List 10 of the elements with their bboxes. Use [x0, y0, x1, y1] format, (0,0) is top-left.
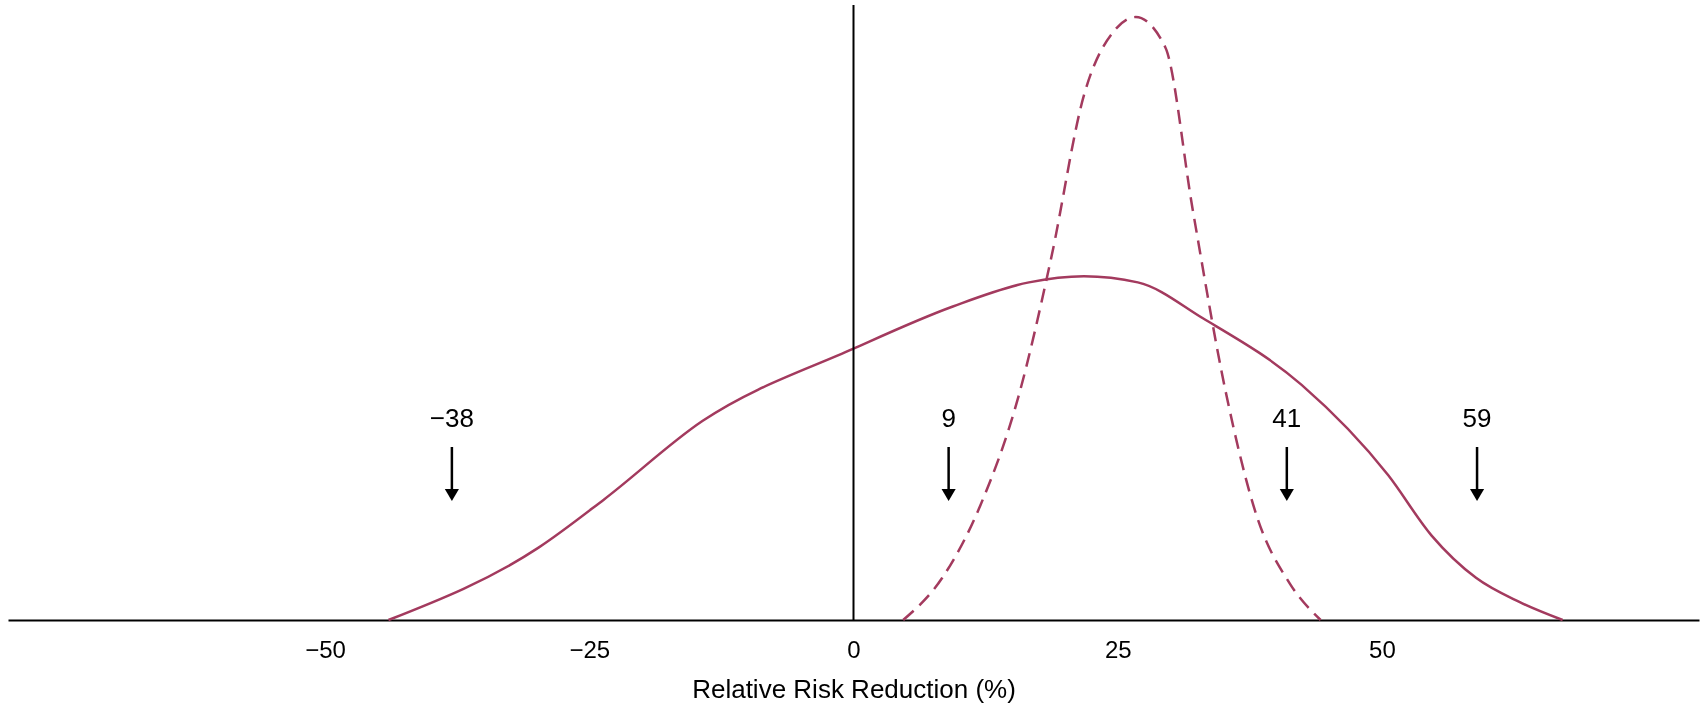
x-tick-label: 0 — [847, 635, 861, 663]
ref-line-label: 59 — [1462, 403, 1492, 433]
ref-line-label: 9 — [941, 403, 956, 433]
ref-line-label: 41 — [1272, 403, 1302, 433]
x-tick-label: −50 — [305, 635, 346, 663]
x-axis-title: Relative Risk Reduction (%) — [692, 673, 1016, 704]
x-tick-label: 50 — [1369, 635, 1396, 663]
x-tick-label: 25 — [1104, 635, 1132, 663]
ref-line-label: −38 — [429, 403, 474, 433]
x-tick-label: −25 — [569, 635, 611, 663]
